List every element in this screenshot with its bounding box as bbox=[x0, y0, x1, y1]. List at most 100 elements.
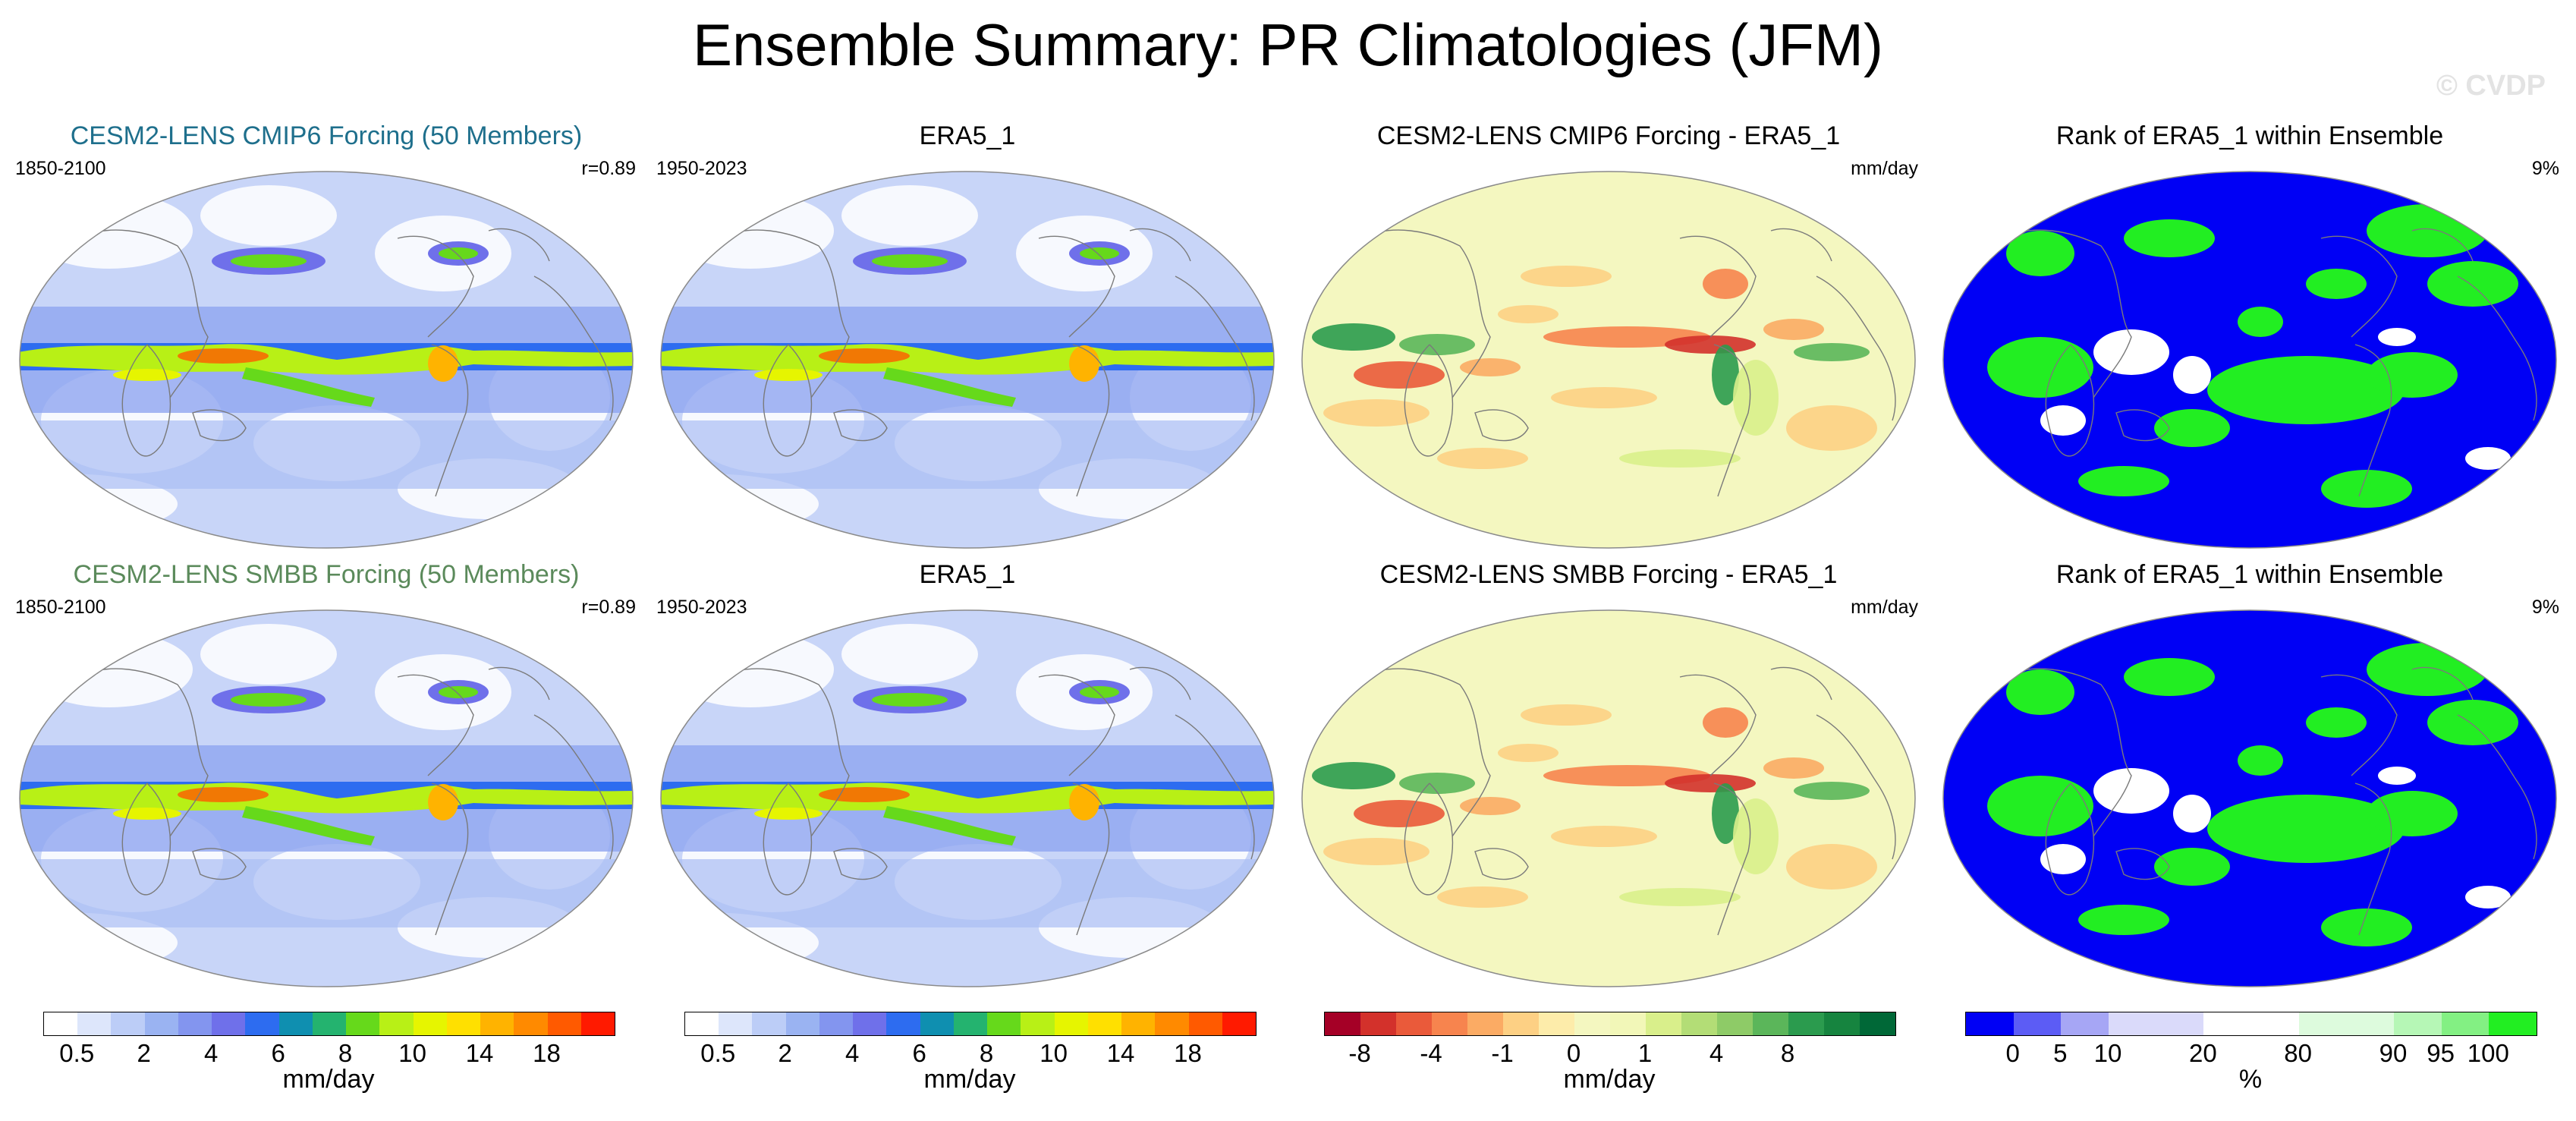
rank-high-region bbox=[2427, 261, 2518, 307]
rank-mid-region bbox=[2093, 329, 2169, 375]
colorbar-tick-label: 18 bbox=[533, 1039, 561, 1067]
stat-label: r=0.89 bbox=[581, 597, 636, 618]
colorbar-cells bbox=[43, 1012, 615, 1036]
colorbar-swatch bbox=[1824, 1012, 1860, 1035]
spcz bbox=[242, 806, 375, 845]
coastlines bbox=[719, 666, 1255, 936]
rank-high-region bbox=[2367, 352, 2458, 398]
colorbar-swatch bbox=[1717, 1012, 1753, 1035]
dry-region bbox=[841, 185, 978, 246]
storm-track-core bbox=[439, 686, 478, 698]
colorbar-tick-label: -8 bbox=[1348, 1039, 1371, 1067]
map-outline bbox=[19, 609, 634, 987]
colorbar-swatch bbox=[2251, 1012, 2299, 1035]
colorbar-swatch bbox=[2203, 1012, 2252, 1035]
coastlines bbox=[78, 228, 614, 497]
map-outline bbox=[1942, 171, 2557, 549]
colorbar-tick-label: 95 bbox=[2427, 1039, 2455, 1067]
map-outline bbox=[19, 171, 634, 549]
rank-mid-region bbox=[2093, 768, 2169, 814]
difference-anomaly bbox=[1399, 334, 1475, 355]
panel-title: CESM2-LENS SMBB Forcing (50 Members) bbox=[73, 560, 580, 589]
rank-mid-region bbox=[2378, 767, 2416, 785]
storm-track-core bbox=[872, 254, 948, 268]
difference-anomaly bbox=[1354, 361, 1445, 389]
map-panel: CESM2-LENS CMIP6 Forcing - ERA5_1 mm/day bbox=[1290, 121, 1927, 549]
colorbar-swatch bbox=[2061, 1012, 2109, 1035]
colorbar-swatch bbox=[413, 1012, 447, 1035]
rank-high-region bbox=[2238, 745, 2283, 776]
difference-anomaly bbox=[1354, 800, 1445, 827]
difference-anomaly bbox=[1437, 886, 1528, 908]
stat-label: mm/day bbox=[1851, 597, 1918, 618]
difference-anomaly bbox=[1703, 269, 1748, 299]
period-label: 1850-2100 bbox=[15, 158, 106, 179]
colorbar-swatch bbox=[2013, 1012, 2062, 1035]
panel-title: CESM2-LENS CMIP6 Forcing - ERA5_1 bbox=[1376, 121, 1841, 150]
period-label: 1950-2023 bbox=[656, 158, 747, 179]
colorbar-tick-label: 10 bbox=[398, 1039, 426, 1067]
colorbar-swatch bbox=[2109, 1012, 2156, 1035]
southern-band bbox=[20, 859, 633, 927]
colorbar-tick-label: 4 bbox=[203, 1039, 219, 1067]
rank-high-region bbox=[1987, 776, 2093, 836]
difference-anomaly bbox=[1437, 448, 1528, 469]
colorbar-swatch bbox=[2394, 1012, 2442, 1035]
rank-map bbox=[1942, 171, 2557, 549]
amazon-max bbox=[428, 345, 458, 382]
colorbar-swatch bbox=[1396, 1012, 1432, 1035]
colorbar-swatch bbox=[1021, 1012, 1055, 1035]
rank-high-region bbox=[2367, 643, 2488, 696]
precip-max bbox=[819, 348, 910, 364]
map-panel: CESM2-LENS CMIP6 Forcing (50 Members) 185… bbox=[8, 121, 645, 549]
coastlines bbox=[1360, 666, 1896, 936]
difference-anomaly bbox=[1521, 266, 1612, 287]
precip-max bbox=[178, 787, 269, 802]
storm-track-core bbox=[231, 693, 307, 707]
storm-track-core bbox=[1080, 686, 1119, 698]
colorbar-swatch bbox=[1860, 1012, 1895, 1035]
map-outline bbox=[1301, 171, 1916, 549]
colorbar-tick-label: 8 bbox=[1780, 1039, 1795, 1067]
colorbar-tick-label: 10 bbox=[1040, 1039, 1068, 1067]
map-outline bbox=[660, 171, 1275, 549]
spcz bbox=[883, 367, 1016, 407]
colorbar-swatch bbox=[719, 1012, 753, 1035]
panel-title: ERA5_1 bbox=[919, 121, 1016, 150]
rank-map bbox=[1942, 609, 2557, 987]
colorbar-swatch bbox=[1432, 1012, 1467, 1035]
colorbar-swatch bbox=[480, 1012, 514, 1035]
rank-high-region bbox=[2124, 219, 2215, 257]
indian-ocean-band bbox=[754, 808, 822, 820]
colorbar-swatch bbox=[547, 1012, 581, 1035]
colorbar-tick-label: 20 bbox=[2188, 1039, 2217, 1067]
colorbar-swatch bbox=[278, 1012, 313, 1035]
colorbar-swatch bbox=[1155, 1012, 1189, 1035]
colorbar-tick-label: 2 bbox=[137, 1039, 151, 1067]
rank-high-region bbox=[2321, 908, 2412, 946]
itcz-rainband bbox=[20, 782, 633, 814]
spcz bbox=[883, 806, 1016, 845]
storm-track-core bbox=[231, 254, 307, 268]
colorbar-tick-label: 90 bbox=[2379, 1039, 2408, 1067]
colorbar-swatch bbox=[853, 1012, 887, 1035]
colorbar-tick-label: 0.5 bbox=[59, 1039, 95, 1067]
precip-map bbox=[19, 171, 634, 549]
colorbar-swatch bbox=[1054, 1012, 1088, 1035]
map-outline bbox=[1942, 609, 2557, 987]
precip-map bbox=[19, 609, 634, 987]
colorbar-swatch bbox=[920, 1012, 954, 1035]
dry-region bbox=[200, 185, 337, 246]
period-label: 1950-2023 bbox=[656, 597, 747, 618]
colorbar-swatch bbox=[1966, 1012, 2014, 1035]
colorbar-tick-label: 4 bbox=[1709, 1039, 1724, 1067]
map-outline bbox=[660, 609, 1275, 987]
colorbar-swatch bbox=[1360, 1012, 1396, 1035]
rank-high-region bbox=[2154, 848, 2230, 886]
difference-anomaly bbox=[1786, 405, 1877, 451]
rank-high-region bbox=[2367, 791, 2458, 836]
difference-anomaly bbox=[1460, 358, 1521, 376]
difference-anomaly bbox=[1312, 762, 1395, 789]
colorbar-unit: % bbox=[2238, 1065, 2263, 1094]
colorbar-swatch bbox=[245, 1012, 279, 1035]
